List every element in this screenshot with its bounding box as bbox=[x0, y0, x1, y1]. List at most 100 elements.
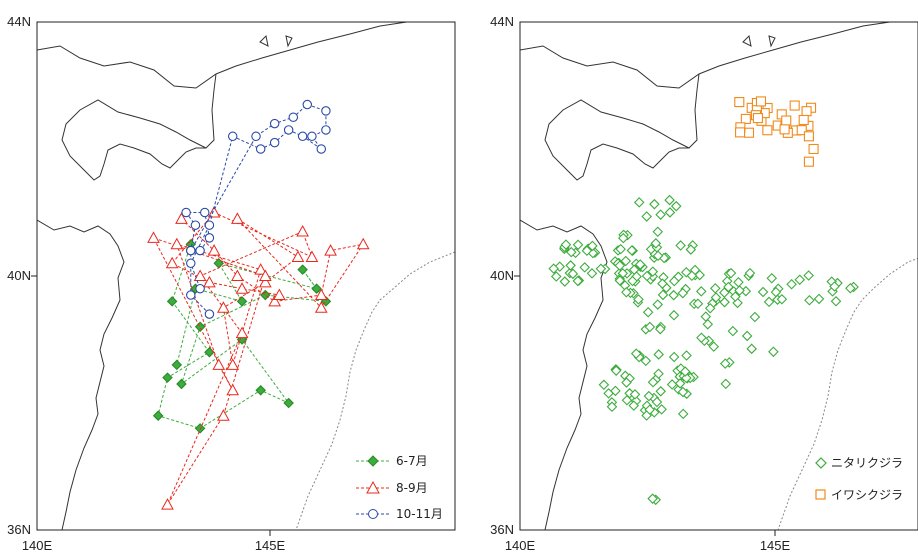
track-point bbox=[231, 212, 244, 224]
bryde-whale-sighting bbox=[763, 296, 775, 308]
x-tick-label-140e: 140E bbox=[22, 538, 53, 553]
bryde-whale-sighting bbox=[744, 267, 756, 279]
track-point bbox=[235, 326, 249, 339]
legend-label-sei: イワシクジラ bbox=[831, 488, 903, 502]
track-point bbox=[204, 309, 215, 319]
bryde-whale-sighting bbox=[723, 281, 734, 293]
right-map-basemap bbox=[520, 22, 918, 530]
sei-whale-sighting bbox=[752, 113, 763, 124]
track-point bbox=[204, 233, 215, 243]
track-point bbox=[251, 131, 261, 142]
bryde-whale-sighting bbox=[741, 330, 753, 342]
track-point bbox=[176, 378, 187, 390]
bryde-whale-sighting bbox=[627, 275, 638, 287]
bryde-whale-sighting bbox=[560, 239, 572, 250]
track-point bbox=[161, 498, 174, 510]
track-point bbox=[307, 131, 317, 142]
track-point bbox=[255, 144, 266, 154]
bryde-whale-sighting bbox=[603, 388, 614, 399]
track-point bbox=[190, 220, 201, 230]
small-islands bbox=[742, 34, 776, 48]
x-tick-label-145e: 145E bbox=[760, 538, 791, 553]
sei-whale-sighting bbox=[755, 96, 767, 107]
bryde-whale-sighting bbox=[746, 343, 757, 355]
right-map-panel: 44N 40N 36N 140E 145E ニタリクジラ イワシクジラ bbox=[490, 14, 918, 553]
bryde-whale-sighting bbox=[652, 250, 664, 262]
bryde-whale-sighting bbox=[615, 243, 626, 255]
track-point bbox=[296, 225, 309, 237]
bryde-whale-sighting bbox=[776, 293, 788, 305]
bryde-whale-sighting bbox=[572, 275, 584, 287]
track-point bbox=[356, 237, 370, 250]
left-map-panel: 44N 40N 36N 140E 145E 6-7月 8-9月 10-11月 bbox=[7, 14, 456, 553]
track-layer bbox=[147, 99, 370, 510]
track-point bbox=[316, 144, 327, 154]
track-point bbox=[195, 245, 205, 256]
track-point bbox=[226, 358, 240, 370]
track-point bbox=[235, 282, 249, 294]
track-point bbox=[170, 237, 184, 250]
track-point bbox=[269, 118, 280, 129]
sei-whale-sighting bbox=[803, 156, 814, 167]
bryde-whale-sighting bbox=[677, 386, 689, 398]
track-point bbox=[165, 256, 179, 269]
circle-marker-icon bbox=[368, 509, 378, 519]
track-point bbox=[171, 359, 183, 371]
bryde-whale-sighting bbox=[700, 311, 712, 322]
legend-item-bryde: ニタリクジラ bbox=[815, 456, 903, 470]
sei-whale-sighting bbox=[781, 115, 792, 126]
bryde-whale-sighting bbox=[725, 267, 737, 279]
track-point bbox=[200, 207, 210, 218]
bryde-whale-sighting bbox=[621, 394, 633, 406]
bryde-whale-sighting bbox=[768, 346, 779, 358]
track-point bbox=[181, 207, 191, 218]
bryde-whale-sighting bbox=[647, 376, 659, 388]
track-point bbox=[204, 220, 215, 230]
hokkaido-coastline bbox=[37, 22, 411, 181]
bryde-whale-sighting bbox=[595, 263, 607, 275]
bryde-whale-sighting bbox=[656, 404, 667, 415]
track-point bbox=[203, 275, 216, 288]
bryde-whale-sighting bbox=[830, 295, 842, 307]
bryde-whale-sighting bbox=[813, 293, 825, 305]
bryde-whale-sighting bbox=[702, 319, 714, 330]
bryde-whale-sighting bbox=[610, 385, 621, 397]
left-map-basemap bbox=[37, 22, 455, 530]
sei-whale-sighting bbox=[798, 114, 809, 126]
bryde-whale-sighting bbox=[733, 276, 744, 288]
bryde-whale-sighting bbox=[730, 291, 741, 302]
bryde-whale-sighting bbox=[681, 350, 692, 361]
bryde-whale-sighting bbox=[633, 197, 645, 208]
sei-whale-sighting bbox=[740, 113, 751, 124]
eez-boundary-line bbox=[777, 257, 918, 530]
bryde-whale-sighting bbox=[845, 282, 856, 294]
bryde-whale-sighting bbox=[655, 386, 667, 397]
bryde-whale-sighting bbox=[581, 245, 593, 256]
track-point bbox=[162, 372, 173, 383]
bryde-whale-sighting bbox=[614, 275, 626, 286]
bryde-whale-sighting bbox=[642, 306, 654, 318]
bryde-whale-sighting bbox=[621, 286, 632, 298]
track-point bbox=[314, 288, 328, 301]
track-point bbox=[291, 250, 305, 262]
track-point bbox=[217, 409, 230, 421]
legend-label-6-7: 6-7月 bbox=[396, 454, 428, 468]
bryde-whale-sighting bbox=[586, 268, 598, 279]
bryde-whale-sighting bbox=[749, 311, 761, 323]
track-point bbox=[297, 264, 308, 275]
bryde-whale-sighting bbox=[686, 270, 698, 282]
bryde-whale-sighting bbox=[669, 275, 680, 287]
track-point bbox=[283, 397, 294, 409]
track-point bbox=[226, 383, 240, 396]
bryde-whale-sighting bbox=[677, 287, 689, 299]
bryde-whale-sighting bbox=[657, 278, 668, 289]
eez-boundary-line bbox=[295, 251, 455, 530]
track-point bbox=[260, 289, 271, 301]
bryde-whale-sighting bbox=[657, 289, 669, 301]
bryde-whale-sighting bbox=[803, 270, 814, 281]
bryde-whale-sighting bbox=[629, 389, 641, 400]
bryde-whale-sighting bbox=[710, 283, 721, 294]
track-point bbox=[254, 263, 268, 275]
track-point bbox=[283, 125, 294, 135]
track-point bbox=[227, 131, 238, 142]
